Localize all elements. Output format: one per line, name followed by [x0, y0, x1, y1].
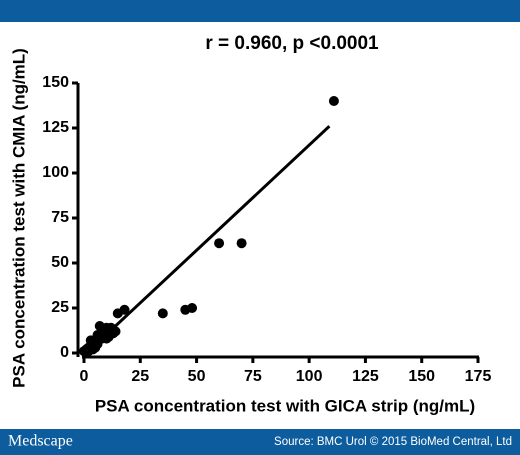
y-tick-label: 25: [51, 299, 69, 316]
top-bar: [0, 0, 520, 22]
point: [110, 326, 121, 337]
x-tick-label: 125: [352, 368, 379, 385]
y-tick-label: 0: [60, 344, 69, 361]
source: Source: BMC Urol © 2015 BioMed Central, …: [274, 436, 512, 448]
x-tick-label: 75: [244, 368, 262, 385]
y-tick-label: 125: [42, 119, 69, 136]
x-tick-label: 0: [80, 368, 89, 385]
point: [214, 238, 225, 249]
y-tick-label: 100: [42, 164, 69, 181]
bottom-bar: [0, 429, 520, 455]
y-tick-label: 50: [51, 254, 69, 271]
point: [236, 238, 247, 249]
point: [99, 330, 110, 340]
trend-line: [87, 125, 331, 353]
x-tick-label: 150: [408, 368, 435, 385]
point: [180, 304, 191, 315]
chart-title: r = 0.960, p <0.0001: [205, 33, 379, 54]
point: [328, 96, 339, 106]
y-tick-label: 75: [51, 209, 69, 226]
x-tick-label: 100: [296, 368, 323, 385]
x-axis-label: PSA concentration test with GICA strip (…: [95, 396, 475, 415]
x-tick-label: 175: [465, 368, 492, 385]
point: [112, 308, 123, 319]
point: [157, 308, 168, 319]
point: [88, 344, 99, 355]
x-tick-label: 25: [131, 368, 149, 385]
x-tick-label: 50: [188, 368, 206, 385]
y-tick-label: 150: [42, 74, 69, 91]
y-axis-label: PSA concentration test with CMIA (ng/mL): [9, 48, 28, 388]
brand: Medscape: [8, 433, 73, 450]
